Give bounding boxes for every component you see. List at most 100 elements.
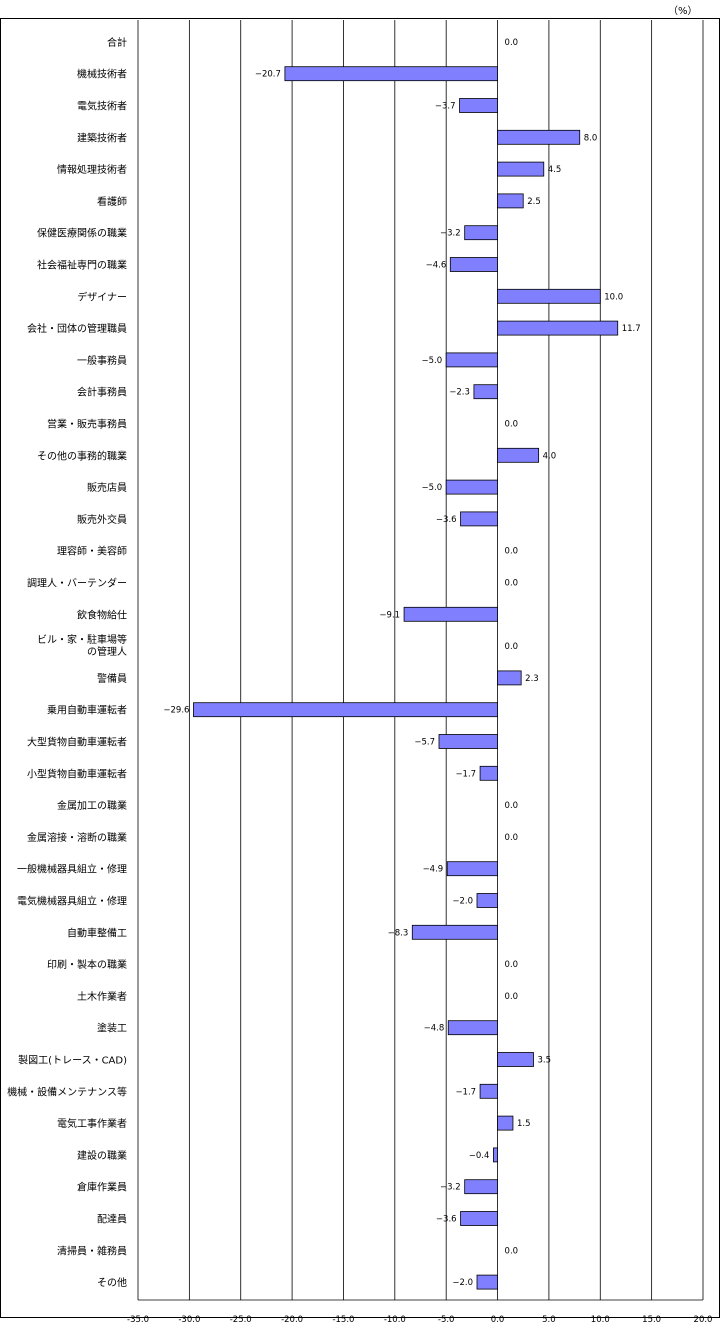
value-label: 2.3 bbox=[525, 674, 539, 684]
bar bbox=[446, 861, 498, 877]
category-label: ビル・家・駐車場等の管理人 bbox=[37, 633, 127, 658]
value-label: 0.0 bbox=[505, 801, 519, 811]
bar bbox=[479, 765, 498, 781]
bar bbox=[497, 1052, 534, 1067]
x-tick-label: -15.0 bbox=[332, 1315, 354, 1325]
bar bbox=[476, 893, 498, 908]
category-label: 飲食物給仕 bbox=[77, 608, 127, 621]
x-tick-label: -5.0 bbox=[438, 1315, 455, 1325]
value-label: −3.6 bbox=[436, 515, 457, 525]
category-label: 自動車整備工 bbox=[67, 926, 127, 939]
bar bbox=[193, 702, 498, 718]
bar bbox=[497, 161, 545, 177]
value-label: 2.5 bbox=[527, 197, 541, 207]
unit-label: （%） bbox=[668, 6, 698, 17]
x-tick-label: 5.0 bbox=[542, 1315, 556, 1325]
category-label: 警備員 bbox=[97, 672, 127, 685]
category-label: 製図工(トレース・CAD) bbox=[18, 1054, 127, 1067]
x-tick-label: -25.0 bbox=[230, 1315, 252, 1325]
value-label: 0.0 bbox=[505, 833, 519, 843]
value-label: 11.7 bbox=[622, 324, 641, 334]
value-label: −20.7 bbox=[255, 70, 281, 80]
category-label: 塗装工 bbox=[97, 1022, 127, 1035]
value-label: 0.0 bbox=[505, 579, 519, 589]
bar bbox=[445, 479, 498, 495]
value-label: 3.5 bbox=[538, 1056, 552, 1066]
category-label-line: の管理人 bbox=[87, 645, 127, 658]
category-label: 看護師 bbox=[97, 195, 127, 208]
category-label: 保健医療関係の職業 bbox=[37, 227, 127, 240]
category-label-line: ビル・家・駐車場等 bbox=[37, 633, 127, 646]
bar bbox=[464, 1179, 498, 1195]
value-label: −8.3 bbox=[388, 928, 409, 938]
category-label: 機械・設備メンテナンス等 bbox=[7, 1085, 127, 1098]
category-label: 調理人・バーテンダー bbox=[27, 577, 127, 590]
bar bbox=[449, 257, 498, 272]
category-label: 小型貨物自動車運転者 bbox=[27, 767, 127, 780]
value-label: −2.0 bbox=[452, 1278, 473, 1288]
value-label: 0.0 bbox=[505, 38, 519, 48]
x-tick-label: -35.0 bbox=[127, 1315, 149, 1325]
value-label: −9.1 bbox=[379, 610, 400, 620]
bar bbox=[403, 606, 498, 622]
bar bbox=[460, 511, 498, 527]
bar bbox=[497, 447, 540, 463]
value-label: −3.2 bbox=[440, 1183, 461, 1193]
bar bbox=[284, 66, 498, 82]
category-label: 電気工事作業者 bbox=[57, 1117, 127, 1130]
value-label: −4.8 bbox=[424, 1024, 445, 1034]
x-tick-label: 20.0 bbox=[694, 1315, 713, 1325]
value-label: 0.0 bbox=[505, 1246, 519, 1256]
category-label: 販売外交員 bbox=[77, 513, 127, 526]
value-label: −5.7 bbox=[414, 738, 435, 748]
category-label: 合計 bbox=[107, 36, 127, 49]
category-label: デザイナー bbox=[77, 290, 127, 303]
bar bbox=[497, 320, 619, 336]
value-label: −4.6 bbox=[426, 261, 447, 271]
bar bbox=[493, 1147, 498, 1163]
category-label: 建設の職業 bbox=[77, 1149, 127, 1162]
bar bbox=[497, 1115, 514, 1131]
x-tick-label: -30.0 bbox=[178, 1315, 200, 1325]
category-label: 建築技術者 bbox=[77, 131, 127, 144]
category-label: 会計事務員 bbox=[77, 386, 127, 399]
bar bbox=[464, 225, 498, 241]
category-label: 一般機械器具組立・修理 bbox=[17, 863, 127, 876]
category-label: 倉庫作業員 bbox=[77, 1181, 127, 1194]
value-label: −5.0 bbox=[422, 483, 443, 493]
value-label: −3.6 bbox=[436, 1215, 457, 1225]
value-label: −0.4 bbox=[469, 1151, 490, 1161]
value-label: 0.0 bbox=[505, 642, 519, 652]
category-label: 電気技術者 bbox=[77, 100, 127, 113]
value-label: −4.9 bbox=[423, 865, 444, 875]
value-label: 8.0 bbox=[584, 133, 598, 143]
bar bbox=[497, 193, 524, 209]
value-label: −3.7 bbox=[435, 102, 456, 112]
category-label: 印刷・製本の職業 bbox=[47, 958, 127, 971]
category-label: 配達員 bbox=[97, 1214, 127, 1226]
category-label: 社会福祉専門の職業 bbox=[37, 259, 127, 272]
bar bbox=[497, 288, 601, 304]
value-label: −1.7 bbox=[455, 1087, 476, 1097]
category-label: 理容師・美容師 bbox=[57, 545, 127, 558]
value-label: −1.7 bbox=[455, 769, 476, 779]
bar bbox=[479, 1083, 498, 1099]
x-tick-label: -10.0 bbox=[384, 1315, 406, 1325]
category-label: その他の事務的職業 bbox=[37, 449, 127, 462]
value-label: 0.0 bbox=[505, 960, 519, 970]
bar bbox=[497, 670, 522, 686]
value-label: 0.0 bbox=[505, 992, 519, 1002]
x-tick-label: -20.0 bbox=[281, 1315, 303, 1325]
value-label: 4.5 bbox=[548, 165, 562, 175]
category-label: 機械技術者 bbox=[77, 68, 127, 81]
bar bbox=[473, 384, 498, 400]
value-label: 4.0 bbox=[543, 451, 557, 461]
category-label: 土木作業者 bbox=[77, 990, 127, 1003]
category-label: 営業・販売事務員 bbox=[47, 418, 127, 431]
value-label: 0.0 bbox=[505, 420, 519, 430]
bar bbox=[460, 1211, 498, 1226]
value-label: 10.0 bbox=[604, 292, 623, 302]
value-label: −3.2 bbox=[440, 229, 461, 239]
x-tick-label: 0.0 bbox=[491, 1315, 505, 1325]
